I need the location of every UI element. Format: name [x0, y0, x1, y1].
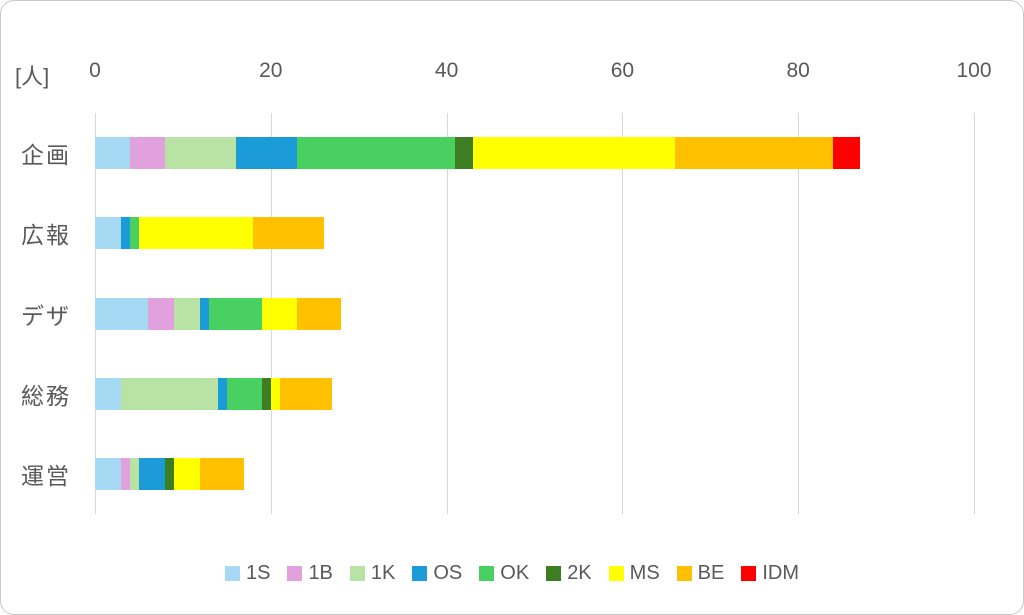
legend-swatch-1K: [349, 565, 365, 581]
bar-segment-OK-デザ: [209, 297, 262, 330]
bar-segment-2K-企画: [455, 137, 473, 170]
legend-item-BE: BE: [676, 561, 725, 585]
bar-segment-BE-広報: [253, 217, 324, 250]
legend-label-OS: OS: [433, 561, 463, 584]
legend-item-OK: OK: [479, 562, 529, 585]
x-tick-label-20: 20: [259, 59, 283, 82]
bar-segment-OS-企画: [235, 137, 298, 170]
legend-swatch-2K: [546, 565, 562, 581]
bar-segment-2K-運営: [165, 457, 175, 490]
legend-label-OK: OK: [500, 561, 530, 584]
x-axis: 0 20 40 60 80 100: [89, 59, 991, 87]
bar-segment-OS-運営: [138, 457, 166, 490]
bar-segment-1K-総務: [121, 377, 219, 410]
bar-segment-1S-総務: [95, 377, 122, 410]
bar-segment-MS-デザ: [261, 297, 298, 330]
bar-segment-1S-企画: [95, 137, 131, 170]
legend-item-1B: 1B: [287, 561, 333, 585]
legend-swatch-MS: [608, 565, 624, 581]
legend-label-2K: 2K: [567, 561, 592, 584]
legend-swatch-OK: [479, 565, 495, 581]
bar-segment-MS-企画: [472, 137, 676, 170]
bar-segment-MS-広報: [138, 217, 254, 250]
category-label-運営: 運営: [21, 462, 71, 489]
category-label-広報: 広報: [21, 222, 71, 249]
plot-area: [95, 113, 975, 514]
y-axis-category-labels: 企画広報デザ総務運営: [1, 113, 95, 514]
legend-item-IDM: IDM: [741, 562, 799, 585]
bar-segment-1K-企画: [165, 137, 236, 170]
legend-label-1K: 1K: [370, 561, 396, 584]
category-label-デザ: デザ: [21, 302, 71, 329]
bar-row-広報: [95, 217, 974, 250]
x-tick-label-0: 0: [89, 59, 101, 82]
bar-segment-OK-広報: [130, 217, 139, 250]
bar-segment-1B-デザ: [147, 297, 175, 330]
bar-row-運営: [95, 457, 974, 490]
bar-segment-OS-総務: [218, 377, 227, 410]
legend-label-BE: BE: [697, 561, 725, 584]
legend: 1S 1B 1K OS OK 2K MS BE IDM: [1, 557, 1023, 589]
bar-segment-OS-広報: [121, 217, 131, 250]
x-tick-label-80: 80: [786, 59, 810, 82]
legend-item-OS: OS: [412, 562, 462, 585]
legend-label-1S: 1S: [245, 561, 271, 584]
gridline-60: [622, 113, 624, 514]
bar-segment-OK-総務: [226, 377, 262, 410]
legend-item-MS: MS: [608, 561, 660, 585]
legend-swatch-1S: [224, 565, 240, 581]
bar-segment-1K-デザ: [174, 297, 201, 330]
legend-swatch-OS: [412, 565, 428, 581]
bar-segment-MS-運営: [174, 457, 201, 490]
legend-label-MS: MS: [629, 561, 660, 584]
legend-swatch-BE: [676, 565, 692, 581]
bar-segment-1S-広報: [95, 217, 122, 250]
bar-segment-OS-デザ: [200, 297, 210, 330]
category-label-企画: 企画: [21, 142, 71, 169]
bar-row-デザ: [95, 297, 974, 330]
bar-segment-1K-運営: [130, 457, 139, 490]
bar-segment-2K-総務: [261, 377, 271, 410]
gridline-100: [974, 113, 975, 514]
bar-segment-BE-デザ: [297, 297, 342, 330]
legend-item-1K: 1K: [349, 561, 396, 585]
x-tick-label-40: 40: [434, 59, 459, 82]
legend-swatch-IDM: [741, 565, 757, 581]
bar-segment-1B-運営: [121, 457, 131, 490]
bar-row-総務: [95, 377, 974, 410]
legend-item-2K: 2K: [546, 561, 592, 585]
gridline-80: [798, 113, 800, 514]
legend-label-1B: 1B: [308, 561, 333, 584]
x-tick-label-60: 60: [610, 59, 635, 82]
legend-swatch-1B: [287, 565, 303, 581]
bar-row-企画: [95, 137, 974, 170]
gridline-40: [446, 113, 448, 514]
legend-item-1S: 1S: [224, 561, 271, 585]
axis-unit-label: [人]: [15, 64, 50, 89]
bar-segment-BE-総務: [279, 377, 333, 410]
bar-segment-MS-総務: [270, 377, 280, 410]
bar-segment-IDM-企画: [833, 137, 860, 170]
bar-segment-BE-企画: [675, 137, 834, 170]
bar-segment-OK-企画: [297, 137, 456, 170]
bar-segment-1S-デザ: [95, 297, 148, 330]
bar-segment-BE-運営: [200, 457, 245, 490]
category-label-総務: 総務: [21, 382, 71, 409]
legend-label-IDM: IDM: [762, 561, 800, 584]
bar-segment-1B-企画: [130, 137, 166, 170]
bar-segment-1S-運営: [95, 457, 122, 490]
x-tick-label-100: 100: [956, 59, 992, 82]
